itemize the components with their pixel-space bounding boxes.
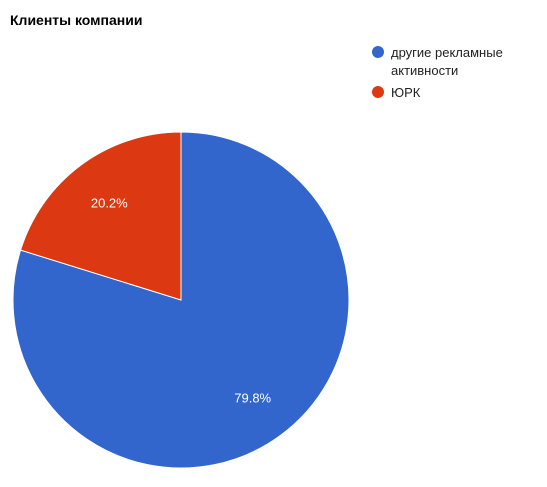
slice-value-label-1: 79.8%: [234, 390, 271, 405]
pie-slice-labels: 79.8% 20.2%: [91, 196, 272, 406]
legend-item-2[interactable]: ЮРК: [372, 85, 421, 100]
legend-item-1[interactable]: другие рекламные активности: [372, 45, 503, 78]
slice-value-label-2: 20.2%: [91, 196, 128, 211]
legend: другие рекламные активности ЮРК: [372, 45, 503, 100]
legend-marker-1: [372, 46, 384, 58]
chart-title: Клиенты компании: [10, 12, 142, 28]
pie-slices: [12, 131, 350, 469]
legend-marker-2: [372, 86, 384, 98]
legend-label-2: ЮРК: [391, 85, 421, 100]
pie-slice-2[interactable]: [19, 131, 182, 301]
legend-label-1: другие рекламные активности: [391, 45, 503, 78]
